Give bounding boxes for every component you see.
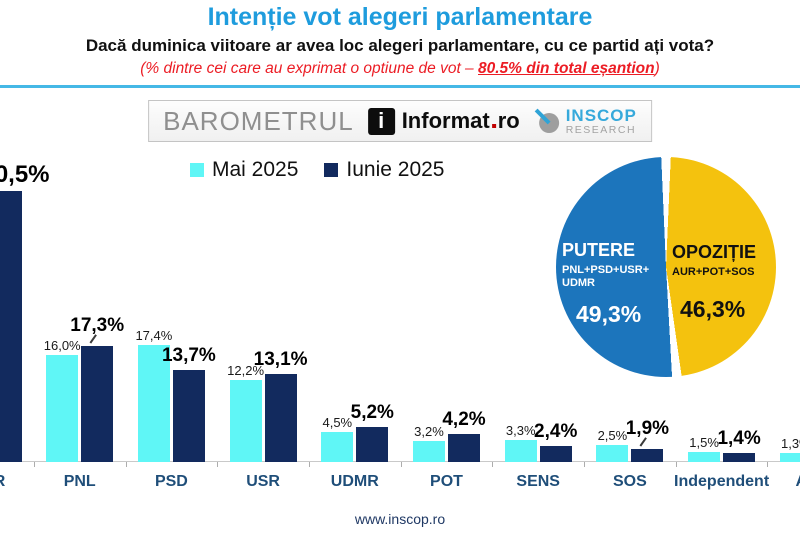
sample-note-prefix: (% dintre cei care au exprimat o optiune… — [140, 60, 478, 77]
putere-parties: PNL+PSD+USR+ UDMR — [562, 263, 650, 289]
opozitie-parties: AUR+POT+SOS — [672, 265, 755, 278]
opozitie-title: OPOZIȚIE — [672, 242, 757, 262]
bar-mai-independent — [688, 451, 721, 462]
value-label-iunie-sens: 2,4% — [534, 420, 578, 442]
logo-strip: BAROMETRUL i Informat ro INSCOP RESEARCH — [148, 100, 652, 142]
value-label-mai-usr: 12,2% — [227, 363, 265, 379]
opozitie-value: 46,3% — [680, 295, 746, 322]
category-label-pot: POT — [430, 473, 463, 490]
value-label-iunie-aur: 40,5% — [0, 160, 50, 188]
pie-label-opozitie: OPOZIȚIE AUR+POT+SOS 46,3% — [672, 242, 774, 322]
category-label-sos: SOS — [612, 473, 647, 490]
informat-i-icon: i — [367, 107, 395, 135]
x-axis-tick — [308, 462, 310, 467]
value-label-mai-sens: 3,3% — [505, 422, 536, 438]
x-axis-tick — [125, 462, 127, 467]
informat-tld-text: ro — [497, 108, 520, 133]
bar-iunie-aur — [0, 190, 22, 462]
bar-mai-altul — [779, 453, 800, 462]
inscop-logo-text: INSCOP — [565, 105, 637, 125]
legend-label-mai: Mai 2025 — [212, 158, 299, 181]
bar-iunie-psd — [172, 370, 205, 462]
bar-mai-pnl — [46, 354, 79, 462]
page-title: Intenție vot alegeri parlamentare — [207, 3, 593, 31]
value-label-iunie-psd: 13,7% — [161, 345, 216, 367]
category-label-sens: SENS — [516, 473, 560, 490]
survey-question: Dacă duminica viitoare ar avea loc alege… — [85, 36, 715, 55]
bar-iunie-usr — [264, 374, 297, 462]
legend-item-iunie: Iunie 2025 — [324, 158, 444, 182]
bar-iunie-pot — [448, 433, 480, 462]
bar-mai-sens — [504, 439, 537, 462]
pie-label-putere: PUTERE PNL+PSD+USR+ UDMR 49,3% — [562, 240, 660, 328]
pie-slices — [556, 157, 776, 377]
x-axis-line — [0, 461, 800, 462]
value-label-mai-altul: 1,3% — [780, 436, 800, 452]
value-label-mai-independent: 1,5% — [689, 434, 719, 450]
bar-mai-usr — [229, 380, 262, 462]
putere-value: 49,3% — [576, 301, 642, 328]
sample-note-highlight: 80.5% din total eșantion — [478, 60, 655, 77]
bar-iunie-pnl — [81, 346, 114, 462]
bar-mai-psd — [137, 345, 170, 462]
category-label-psd: PSD — [154, 473, 188, 490]
legend-label-iunie: Iunie 2025 — [346, 158, 445, 181]
inscop-compass-icon — [534, 108, 559, 133]
barometrul-logo-text: BAROMETRUL — [163, 105, 354, 136]
footer-url: www.inscop.ro — [354, 511, 446, 527]
value-label-iunie-sos: 1,9% — [625, 418, 670, 440]
x-axis-tick — [584, 462, 586, 467]
informat-logo: i Informat ro — [367, 107, 520, 135]
value-label-mai-pnl: 16,0% — [43, 337, 81, 353]
x-axis-tick — [675, 462, 677, 467]
value-label-mai-psd: 17,4% — [135, 328, 173, 344]
legend-swatch-iunie — [324, 163, 339, 177]
value-label-iunie-udmr: 5,2% — [350, 402, 394, 424]
x-axis-tick — [492, 462, 494, 467]
sample-note-suffix: ) — [654, 60, 660, 77]
putere-title: PUTERE — [562, 240, 636, 260]
value-label-mai-sos: 2,5% — [597, 428, 628, 444]
legend-item-mai: Mai 2025 — [190, 158, 298, 182]
sample-note: (% dintre cei care au exprimat o optiune… — [0, 60, 800, 78]
category-label-aur: AUR — [0, 473, 5, 491]
informat-dot-icon — [491, 124, 496, 128]
value-label-iunie-pnl: 17,3% — [70, 315, 125, 337]
x-axis-tick — [217, 462, 219, 467]
bar-iunie-independent — [723, 452, 756, 462]
inscop-logo: INSCOP RESEARCH — [534, 107, 637, 136]
category-label-altul: Altul — [796, 473, 800, 491]
value-label-mai-udmr: 4,5% — [322, 414, 353, 430]
bar-mai-udmr — [321, 431, 354, 462]
category-label-pnl: PNL — [63, 473, 96, 490]
value-label-iunie-usr: 13,1% — [253, 349, 308, 371]
legend-swatch-mai — [190, 163, 204, 177]
bar-iunie-udmr — [356, 427, 389, 462]
bar-iunie-sens — [539, 445, 572, 462]
value-label-mai-pot: 3,2% — [414, 423, 444, 439]
value-label-iunie-independent: 1,4% — [717, 427, 761, 449]
category-label-usr: USR — [246, 473, 280, 490]
coalition-pie-chart: PUTERE PNL+PSD+USR+ UDMR 49,3% OPOZIȚIE … — [556, 157, 776, 377]
header-divider — [0, 85, 800, 88]
category-label-independent: Independent — [674, 473, 770, 490]
x-axis-tick — [767, 462, 769, 467]
informat-logo-text: Informat — [401, 108, 490, 133]
value-label-iunie-pot: 4,2% — [442, 408, 486, 430]
x-axis-tick — [400, 462, 402, 467]
bar-iunie-sos — [631, 449, 664, 462]
category-label-udmr: UDMR — [330, 473, 379, 490]
inscop-research-text: RESEARCH — [565, 123, 637, 136]
chart-legend: Mai 2025 Iunie 2025 — [190, 158, 444, 182]
x-axis-tick — [33, 462, 35, 467]
bar-mai-sos — [596, 445, 629, 462]
bar-mai-pot — [413, 440, 445, 462]
